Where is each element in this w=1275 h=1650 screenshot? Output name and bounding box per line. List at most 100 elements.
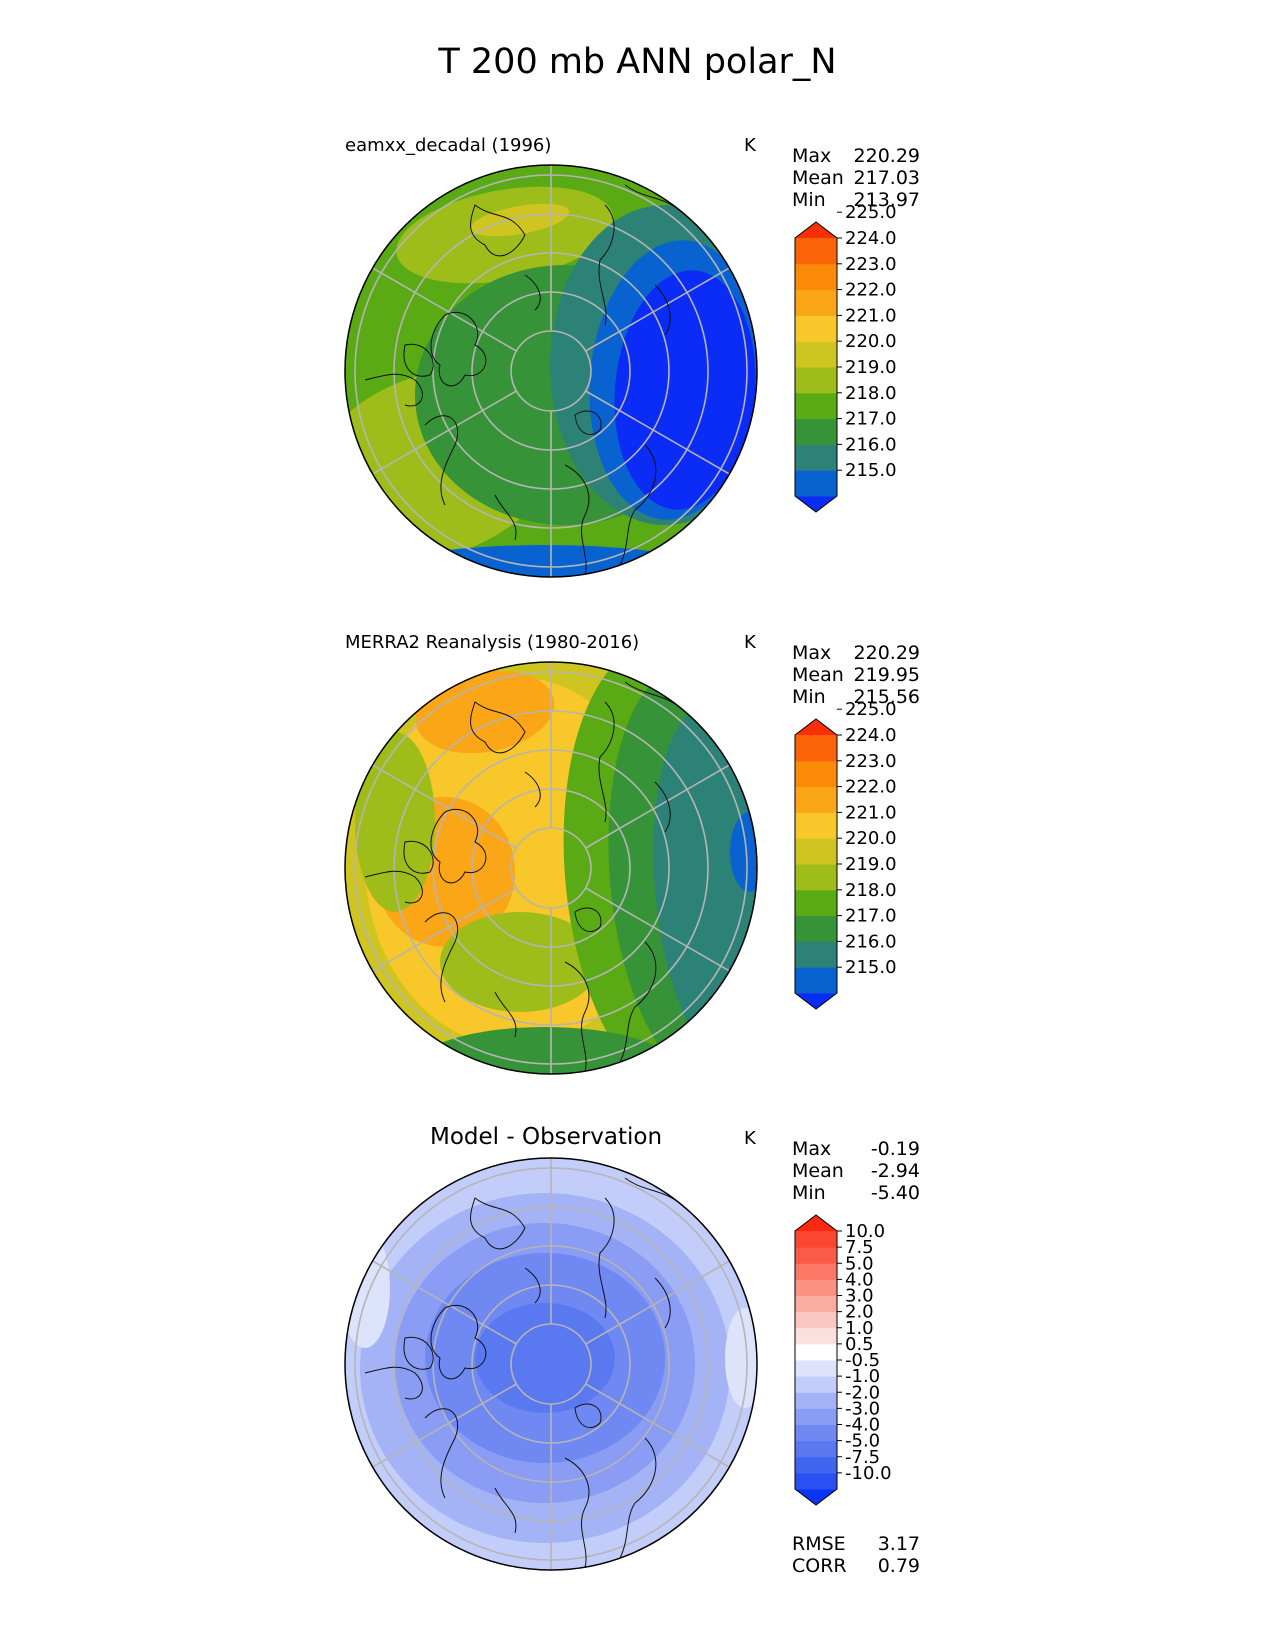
colorbar-segment [795, 735, 837, 762]
contour-fill [345, 545, 745, 577]
colorbar-outline [794, 1214, 838, 1506]
colorbar-segment [795, 760, 837, 788]
coastline [524, 274, 541, 311]
colorbar-tick-label: 220.0 [845, 828, 897, 849]
stat-min: Min -5.40 [792, 1182, 920, 1204]
colorbar-tick-label: 10.0 [845, 1221, 885, 1242]
colorbar-tick-label: 220.0 [845, 331, 897, 352]
colorbar-tick-label: 222.0 [845, 777, 897, 798]
coastline [470, 204, 526, 257]
coastlines [364, 1177, 686, 1569]
panel-1-stats: Max 220.29 Mean 217.03 Min 213.97 [792, 145, 920, 211]
coastline [524, 771, 541, 808]
colorbar-tick-label: 218.0 [845, 880, 897, 901]
colorbar-observation: 215.0 216.0 217.0 218.0 219.0 220.0 221.0 222.0… [794, 699, 897, 1010]
stat-max: Max -0.19 [792, 1138, 920, 1160]
coastline [564, 464, 590, 576]
colorbar-tick-label: 216.0 [845, 931, 897, 952]
colorbar-tick-label: 224.0 [845, 725, 897, 746]
coastline [364, 1366, 423, 1400]
figure-title: T 200 mb ANN polar_N [438, 42, 837, 82]
colorbar-extend-low [795, 496, 837, 512]
contour-fill [415, 670, 555, 754]
colorbar-tick-label: 0.5 [845, 1334, 874, 1355]
colorbar-tick-label: 4.0 [845, 1269, 874, 1290]
colorbar-tick-label: 221.0 [845, 305, 897, 326]
colorbar-tick-label: 216.0 [845, 434, 897, 455]
panel-3-error-stats: RMSE 3.17 CORR 0.79 [792, 1533, 920, 1577]
colorbar-extend-high [795, 222, 837, 238]
colorbar-segment [795, 1311, 837, 1329]
colorbar-segment [795, 470, 837, 497]
coastline [619, 444, 657, 566]
colorbar-segment [795, 238, 837, 265]
contour-fill [730, 812, 757, 892]
graticule [345, 662, 757, 1074]
colorbar-tick-label: -0.5 [845, 1350, 880, 1371]
colorbar-tick-label: 223.0 [845, 751, 897, 772]
colorbar-segment [795, 1392, 837, 1409]
colorbar-tick-label: 224.0 [845, 228, 897, 249]
contour-fill-group [345, 165, 757, 577]
colorbar-tick-label: 2.0 [845, 1302, 874, 1323]
colorbar-tick-label: 225.0 [845, 202, 897, 223]
colorbar-tick-label: -3.0 [845, 1398, 880, 1419]
colorbar-segment [795, 1231, 837, 1248]
coastline [430, 311, 487, 387]
panel-3-title: Model - Observation [430, 1124, 663, 1150]
colorbar-tick-label: 222.0 [845, 280, 897, 301]
coastline [403, 343, 434, 377]
colorbar-segment [795, 263, 837, 291]
coastline [494, 991, 517, 1038]
colorbar-difference: -10.0-7.5-5.0-4.0-3.0-2.0-1.0-0.50.51.02… [794, 1214, 892, 1506]
coastline [574, 907, 602, 932]
polar-map-difference [344, 1157, 758, 1571]
coastlines [364, 184, 686, 576]
colorbar-segment [795, 812, 837, 839]
colorbar-tick-label: 215.0 [845, 957, 897, 978]
colorbar-segment [795, 1424, 837, 1442]
map-boundary [344, 661, 758, 1075]
contour-fill [415, 1027, 675, 1074]
colorbar-tick-label: 221.0 [845, 802, 897, 823]
colorbar-tick-label: 218.0 [845, 383, 897, 404]
coastline [364, 373, 423, 407]
colorbar-tick-label: -1.0 [845, 1366, 880, 1387]
coastline [470, 701, 526, 754]
panel-2-units: K [744, 632, 756, 653]
colorbar-extend-low [795, 1489, 837, 1505]
coastlines [364, 681, 686, 1073]
coastline [598, 1197, 615, 1319]
colorbar-extend-high [795, 1215, 837, 1231]
colorbar-segment [795, 289, 837, 316]
colorbar-tick-label: -5.0 [845, 1431, 880, 1452]
panel-1-units: K [744, 135, 756, 156]
colorbar-tick-label: -2.0 [845, 1382, 880, 1403]
colorbar-segment [795, 786, 837, 813]
coastline [424, 912, 459, 1003]
colorbar-extend-high [795, 719, 837, 735]
stat-mean: Mean 217.03 [792, 167, 920, 189]
contour-fill [440, 912, 600, 1012]
colorbar-segment [795, 1408, 837, 1425]
stat-max: Max 220.29 [792, 642, 920, 664]
stat-max: Max 220.29 [792, 145, 920, 167]
stat-rmse: RMSE 3.17 [792, 1533, 920, 1555]
colorbar-tick-label: 215.0 [845, 460, 897, 481]
colorbar-tick-label: -7.5 [845, 1447, 880, 1468]
coastline [619, 941, 657, 1063]
colorbar-tick-label: 219.0 [845, 357, 897, 378]
colorbar-segment [795, 1456, 837, 1474]
coastline [424, 1408, 459, 1499]
colorbar-segment [795, 1263, 837, 1280]
map-boundary [344, 164, 758, 578]
coastline [654, 1277, 671, 1329]
map-boundary [344, 1157, 758, 1571]
colorbar-tick-label: 217.0 [845, 409, 897, 430]
colorbar-segment [795, 1472, 837, 1490]
colorbar-tick-label: 7.5 [845, 1237, 874, 1258]
colorbar-segment [795, 967, 837, 994]
coastline [619, 1437, 657, 1559]
coastline [494, 494, 517, 541]
colorbar-segment [795, 341, 837, 368]
